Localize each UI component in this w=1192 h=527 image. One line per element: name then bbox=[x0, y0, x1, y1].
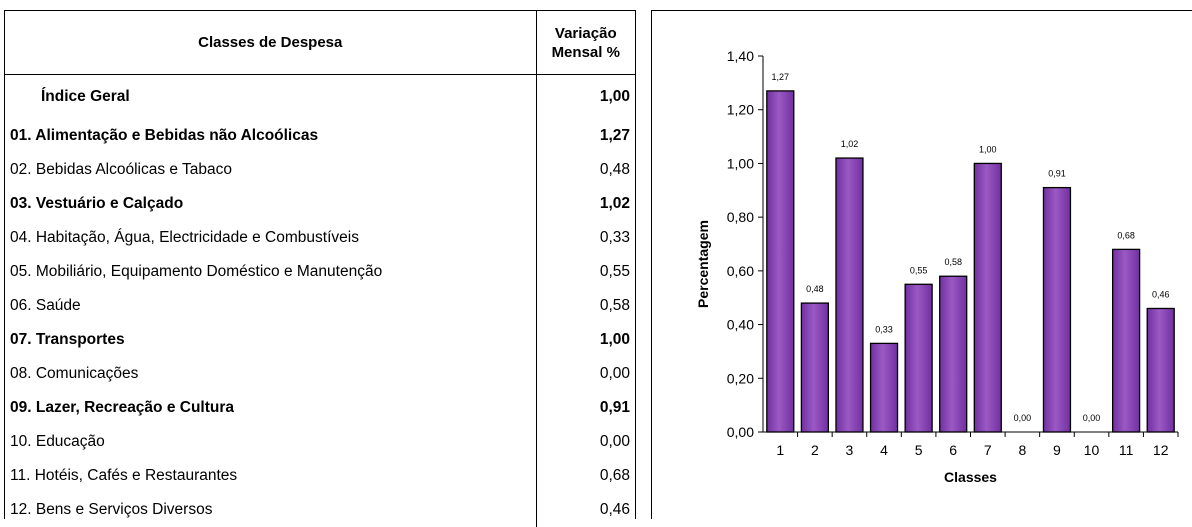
y-tick-label: 1,40 bbox=[727, 48, 754, 64]
row-variation-value: 0,48 bbox=[536, 153, 635, 187]
chart-panel: 0,00 0,20 0,40 0,60 0,80 1,00 1,20 1,40 1 1,27 2 0,… bbox=[651, 10, 1192, 519]
bar bbox=[974, 163, 1001, 432]
row-variation-value: 1,00 bbox=[536, 75, 635, 120]
header-variation-line1: Variação bbox=[555, 25, 617, 42]
x-tick-label: 5 bbox=[915, 442, 923, 458]
row-variation-value: 1,27 bbox=[536, 119, 635, 153]
row-class-label: 08. Comunicações bbox=[5, 357, 536, 391]
expense-classes-table: Classes de Despesa Variação Mensal % Índ… bbox=[4, 10, 636, 519]
data-label: 0,33 bbox=[875, 324, 893, 334]
row-variation-value: 0,91 bbox=[536, 391, 635, 425]
y-tick-label: 0,20 bbox=[727, 370, 754, 386]
y-tick-label: 1,20 bbox=[727, 102, 754, 118]
data-label: 1,27 bbox=[772, 72, 790, 82]
data-label: 1,02 bbox=[841, 139, 859, 149]
x-axis-title: Classes bbox=[944, 469, 997, 485]
bar bbox=[940, 276, 967, 432]
y-axis-title: Percentagem bbox=[695, 220, 711, 308]
x-tick-label: 4 bbox=[880, 442, 888, 458]
row-variation-value: 0,46 bbox=[536, 493, 635, 527]
y-tick-label: 0,80 bbox=[727, 209, 754, 225]
header-variation: Variação Mensal % bbox=[536, 11, 635, 75]
data-label: 0,55 bbox=[910, 265, 928, 275]
row-class-label: 02. Bebidas Alcoólicas e Tabaco bbox=[5, 153, 536, 187]
data-label: 0,00 bbox=[1014, 413, 1032, 423]
row-variation-value: 0,68 bbox=[536, 459, 635, 493]
bar bbox=[905, 284, 932, 432]
row-class-label: 09. Lazer, Recreação e Cultura bbox=[5, 391, 536, 425]
x-tick-label: 3 bbox=[846, 442, 854, 458]
row-class-label: 04. Habitação, Água, Electricidade e Com… bbox=[5, 221, 536, 255]
row-class-label: 11. Hotéis, Cafés e Restaurantes bbox=[5, 459, 536, 493]
row-variation-value: 0,58 bbox=[536, 289, 635, 323]
row-class-label: 05. Mobiliário, Equipamento Doméstico e … bbox=[5, 255, 536, 289]
bar bbox=[871, 343, 898, 432]
bar-chart: 0,00 0,20 0,40 0,60 0,80 1,00 1,20 1,40 1 1,27 2 0,… bbox=[652, 11, 1192, 520]
table-row: 04. Habitação, Água, Electricidade e Com… bbox=[5, 221, 635, 255]
row-class-label: 06. Saúde bbox=[5, 289, 536, 323]
row-class-label: Índice Geral bbox=[5, 75, 536, 120]
table: Classes de Despesa Variação Mensal % Índ… bbox=[5, 11, 635, 527]
header-class: Classes de Despesa bbox=[5, 11, 536, 75]
data-label: 1,00 bbox=[979, 144, 997, 154]
bar bbox=[767, 91, 794, 432]
data-label: 0,00 bbox=[1083, 413, 1101, 423]
row-variation-value: 0,00 bbox=[536, 357, 635, 391]
data-label: 0,46 bbox=[1152, 289, 1170, 299]
x-tick-label: 10 bbox=[1084, 442, 1100, 458]
row-variation-value: 1,02 bbox=[536, 187, 635, 221]
table-row: 01. Alimentação e Bebidas não Alcoólicas… bbox=[5, 119, 635, 153]
x-tick-label: 11 bbox=[1119, 442, 1134, 458]
row-class-label: 12. Bens e Serviços Diversos bbox=[5, 493, 536, 527]
y-tick-label: 1,00 bbox=[727, 155, 754, 171]
row-class-label: 07. Transportes bbox=[5, 323, 536, 357]
row-class-label: 03. Vestuário e Calçado bbox=[5, 187, 536, 221]
x-tick-label: 8 bbox=[1018, 442, 1026, 458]
data-label: 0,58 bbox=[944, 257, 962, 267]
y-tick-label: 0,00 bbox=[727, 424, 754, 440]
x-tick-label: 6 bbox=[949, 442, 957, 458]
bar bbox=[1113, 249, 1140, 432]
x-tick-label: 1 bbox=[776, 442, 784, 458]
row-variation-value: 0,00 bbox=[536, 425, 635, 459]
table-row: 05. Mobiliário, Equipamento Doméstico e … bbox=[5, 255, 635, 289]
bar bbox=[1043, 188, 1070, 432]
bar bbox=[836, 158, 863, 432]
row-variation-value: 1,00 bbox=[536, 323, 635, 357]
x-tick-label: 7 bbox=[984, 442, 992, 458]
data-label: 0,48 bbox=[806, 284, 824, 294]
row-variation-value: 0,55 bbox=[536, 255, 635, 289]
bar bbox=[801, 303, 828, 432]
data-label: 0,91 bbox=[1048, 169, 1066, 179]
row-class-label: 01. Alimentação e Bebidas não Alcoólicas bbox=[5, 119, 536, 153]
row-variation-value: 0,33 bbox=[536, 221, 635, 255]
x-tick-label: 9 bbox=[1053, 442, 1061, 458]
y-tick-label: 0,60 bbox=[727, 263, 754, 279]
table-header-row: Classes de Despesa Variação Mensal % bbox=[5, 11, 635, 75]
row-class-label: 10. Educação bbox=[5, 425, 536, 459]
header-variation-line2: Mensal % bbox=[552, 44, 620, 61]
x-tick-label: 2 bbox=[811, 442, 819, 458]
y-tick-label: 0,40 bbox=[727, 317, 754, 333]
bar bbox=[1147, 308, 1174, 432]
data-label: 0,68 bbox=[1117, 230, 1135, 240]
x-tick-label: 12 bbox=[1153, 442, 1169, 458]
